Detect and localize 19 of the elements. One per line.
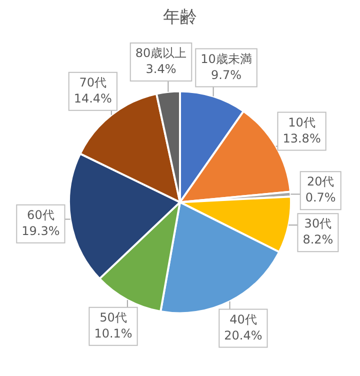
slice-label: 50代 bbox=[100, 310, 127, 324]
data-label: 19.3% bbox=[22, 224, 60, 238]
slice-label: 20代 bbox=[306, 174, 334, 189]
data-label: 9.7% bbox=[211, 68, 242, 82]
data-label: 20.4% bbox=[224, 328, 262, 342]
data-label: 13.8% bbox=[282, 131, 321, 146]
slice-label: 70代 bbox=[79, 75, 107, 90]
slice-label: 10歳未満 bbox=[200, 52, 252, 66]
data-label: 3.4% bbox=[146, 62, 176, 76]
data-label: 14.4% bbox=[74, 91, 112, 106]
data-label: 10.1% bbox=[94, 326, 132, 340]
slice-label: 40代 bbox=[230, 312, 257, 326]
slice-label: 60代 bbox=[27, 208, 54, 222]
slice-label: 30代 bbox=[304, 216, 332, 231]
slice-label: 10代 bbox=[288, 115, 316, 130]
slice-label: 80歳以上 bbox=[135, 46, 187, 60]
chart-title: 年齢 bbox=[163, 8, 197, 28]
data-label: 8.2% bbox=[302, 232, 334, 247]
data-label: 0.7% bbox=[305, 190, 336, 205]
